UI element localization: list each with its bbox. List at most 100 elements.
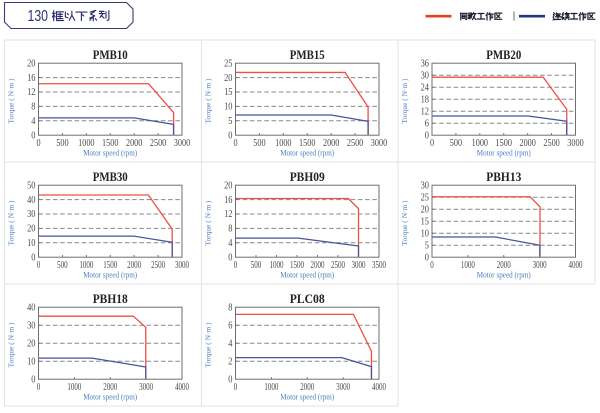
svg-text:20: 20 <box>224 180 232 191</box>
svg-text:5: 5 <box>228 116 232 127</box>
svg-text:3000: 3000 <box>533 260 547 271</box>
svg-text:18: 18 <box>421 94 429 105</box>
svg-text:8: 8 <box>31 102 35 113</box>
svg-text:12: 12 <box>421 106 429 117</box>
svg-text:1000: 1000 <box>270 260 284 271</box>
svg-text:0: 0 <box>425 130 429 141</box>
svg-text:20: 20 <box>224 73 232 84</box>
svg-text:500: 500 <box>56 138 68 149</box>
svg-text:2000: 2000 <box>323 138 339 149</box>
svg-text:PBH18: PBH18 <box>93 292 128 306</box>
svg-text:0: 0 <box>228 252 232 263</box>
svg-text:0: 0 <box>425 252 429 263</box>
svg-text:50: 50 <box>27 180 35 191</box>
svg-text:0: 0 <box>430 138 434 149</box>
svg-text:0: 0 <box>31 374 35 385</box>
svg-text:3000: 3000 <box>174 138 190 149</box>
svg-text:1000: 1000 <box>79 260 93 271</box>
svg-text:3500: 3500 <box>372 260 386 271</box>
svg-text:36: 36 <box>421 58 429 69</box>
svg-text:4: 4 <box>228 238 232 249</box>
svg-text:Torque ( N·m ): Torque ( N·m ) <box>7 200 16 246</box>
svg-text:8: 8 <box>228 224 232 235</box>
svg-text:2000: 2000 <box>126 138 142 149</box>
svg-text:PBH13: PBH13 <box>486 170 521 184</box>
svg-text:10: 10 <box>224 102 232 113</box>
svg-text:40: 40 <box>27 195 35 206</box>
svg-text:6: 6 <box>228 320 232 331</box>
svg-text:500: 500 <box>57 260 68 271</box>
svg-text:3000: 3000 <box>336 382 350 393</box>
svg-text:1000: 1000 <box>264 382 278 393</box>
svg-text:0: 0 <box>228 130 232 141</box>
svg-text:Torque ( N·m ): Torque ( N·m ) <box>204 322 213 368</box>
svg-text:130: 130 <box>28 8 49 25</box>
svg-text:2500: 2500 <box>151 260 165 271</box>
svg-text:15: 15 <box>421 216 429 227</box>
svg-text:5: 5 <box>425 240 429 251</box>
svg-text:2000: 2000 <box>519 138 535 149</box>
svg-text:20: 20 <box>27 224 35 235</box>
svg-text:16: 16 <box>224 195 232 206</box>
svg-text:PLC08: PLC08 <box>290 292 325 306</box>
svg-text:40: 40 <box>27 302 35 313</box>
svg-text:4: 4 <box>31 116 35 127</box>
svg-text:Torque ( N·m ): Torque ( N·m ) <box>7 322 16 368</box>
svg-text:20: 20 <box>421 204 429 215</box>
svg-text:Torque ( N·m ): Torque ( N·m ) <box>400 78 409 124</box>
svg-text:10: 10 <box>421 228 429 239</box>
svg-text:3000: 3000 <box>371 138 387 149</box>
svg-text:1000: 1000 <box>78 138 94 149</box>
svg-text:15: 15 <box>224 87 232 98</box>
svg-text:0: 0 <box>233 138 237 149</box>
svg-text:1000: 1000 <box>275 138 291 149</box>
svg-text:0: 0 <box>234 260 238 271</box>
svg-text:Torque ( N·m ): Torque ( N·m ) <box>204 200 213 246</box>
svg-text:30: 30 <box>421 70 429 81</box>
svg-text:3000: 3000 <box>139 382 153 393</box>
svg-text:30: 30 <box>421 180 429 191</box>
svg-text:Torque ( N·m ): Torque ( N·m ) <box>204 78 213 124</box>
svg-text:PBH09: PBH09 <box>290 170 325 184</box>
svg-text:12: 12 <box>27 87 35 98</box>
svg-text:20: 20 <box>27 338 35 349</box>
svg-text:Torque ( N·m ): Torque ( N·m ) <box>7 78 16 124</box>
svg-text:20: 20 <box>27 58 35 69</box>
svg-text:500: 500 <box>450 138 462 149</box>
svg-text:0: 0 <box>37 260 41 271</box>
svg-text:4000: 4000 <box>175 382 189 393</box>
svg-text:1500: 1500 <box>103 260 117 271</box>
svg-text:Motor speed (rpm): Motor speed (rpm) <box>83 148 137 158</box>
svg-text:0: 0 <box>228 374 232 385</box>
svg-text:2000: 2000 <box>300 382 314 393</box>
svg-text:Motor speed (rpm): Motor speed (rpm) <box>83 392 137 402</box>
svg-text:10: 10 <box>27 356 35 367</box>
svg-text:Motor speed (rpm): Motor speed (rpm) <box>280 148 334 158</box>
svg-text:16: 16 <box>27 73 35 84</box>
svg-text:Motor speed (rpm): Motor speed (rpm) <box>83 270 137 280</box>
svg-text:2: 2 <box>228 356 232 367</box>
svg-text:2500: 2500 <box>150 138 166 149</box>
svg-text:1000: 1000 <box>461 260 475 271</box>
svg-text:0: 0 <box>31 130 35 141</box>
svg-text:0: 0 <box>430 260 434 271</box>
svg-text:6: 6 <box>425 118 429 129</box>
svg-text:Motor speed (rpm): Motor speed (rpm) <box>477 270 531 280</box>
svg-text:2000: 2000 <box>127 260 141 271</box>
svg-text:25: 25 <box>421 192 429 203</box>
svg-text:2000: 2000 <box>497 260 511 271</box>
svg-text:0: 0 <box>31 252 35 263</box>
svg-text:10: 10 <box>27 238 35 249</box>
svg-text:2000: 2000 <box>311 260 325 271</box>
svg-text:1500: 1500 <box>102 138 118 149</box>
svg-text:2000: 2000 <box>103 382 117 393</box>
svg-text:4000: 4000 <box>569 260 583 271</box>
svg-text:PMB20: PMB20 <box>486 48 521 62</box>
svg-text:Motor speed (rpm): Motor speed (rpm) <box>477 148 531 158</box>
svg-text:1000: 1000 <box>472 138 488 149</box>
svg-text:2500: 2500 <box>347 138 363 149</box>
svg-text:30: 30 <box>27 209 35 220</box>
svg-text:4000: 4000 <box>372 382 386 393</box>
svg-text:PMB10: PMB10 <box>93 48 128 62</box>
svg-text:Motor speed (rpm): Motor speed (rpm) <box>280 392 334 402</box>
